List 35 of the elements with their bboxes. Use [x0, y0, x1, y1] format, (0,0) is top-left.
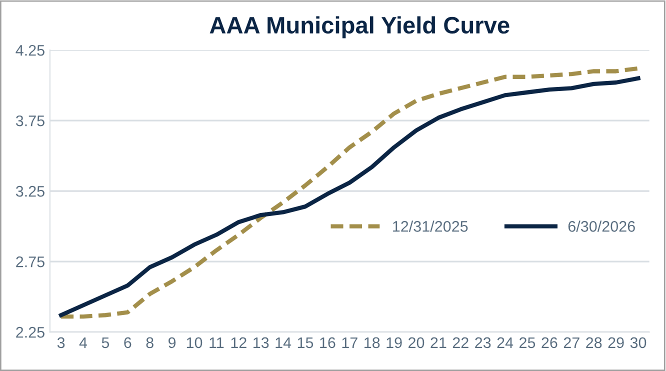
y-tick-label: 3.75 [16, 115, 44, 126]
x-tick-label: 10 [186, 337, 202, 348]
x-tick-label: 22 [452, 337, 468, 348]
legend-label: 12/31/2025 [393, 220, 468, 232]
x-tick-label: 16 [320, 337, 336, 348]
x-tick-label: 4 [79, 337, 88, 348]
x-tick-label: 20 [408, 337, 424, 348]
x-tick-label: 21 [430, 337, 446, 348]
x-tick-label: 5 [102, 337, 110, 348]
x-tick-label: 3 [57, 337, 65, 348]
x-tick-label: 26 [542, 337, 558, 348]
x-tick-label: 23 [475, 337, 491, 348]
x-tick-label: 18 [364, 337, 380, 348]
x-tick-label: 14 [276, 337, 292, 348]
x-tick-label: 13 [254, 337, 269, 348]
y-tick-label: 3.25 [16, 186, 44, 197]
x-tick-label: 19 [386, 337, 402, 348]
chart-title: AAA Municipal Yield Curve [210, 16, 510, 38]
x-tick-label: 12 [231, 337, 246, 348]
x-tick-label: 8 [146, 337, 154, 348]
legend-label: 6/30/2026 [568, 220, 635, 232]
x-tick-label: 30 [630, 337, 646, 348]
x-tick-label: 9 [168, 337, 176, 348]
x-tick-label: 25 [520, 337, 536, 348]
y-tick-label: 2.75 [16, 256, 44, 268]
x-tick-label: 17 [342, 337, 358, 348]
x-tick-label: 27 [564, 337, 580, 348]
x-tick-label: 6 [124, 337, 132, 348]
y-tick-label: 4.25 [16, 44, 44, 56]
x-tick-label: 29 [608, 337, 624, 348]
x-tick-label: 24 [497, 337, 514, 348]
x-tick-label: 28 [586, 337, 602, 348]
x-tick-label: 11 [210, 337, 224, 348]
y-tick-label: 2.25 [16, 326, 44, 338]
x-tick-label: 15 [298, 337, 314, 348]
